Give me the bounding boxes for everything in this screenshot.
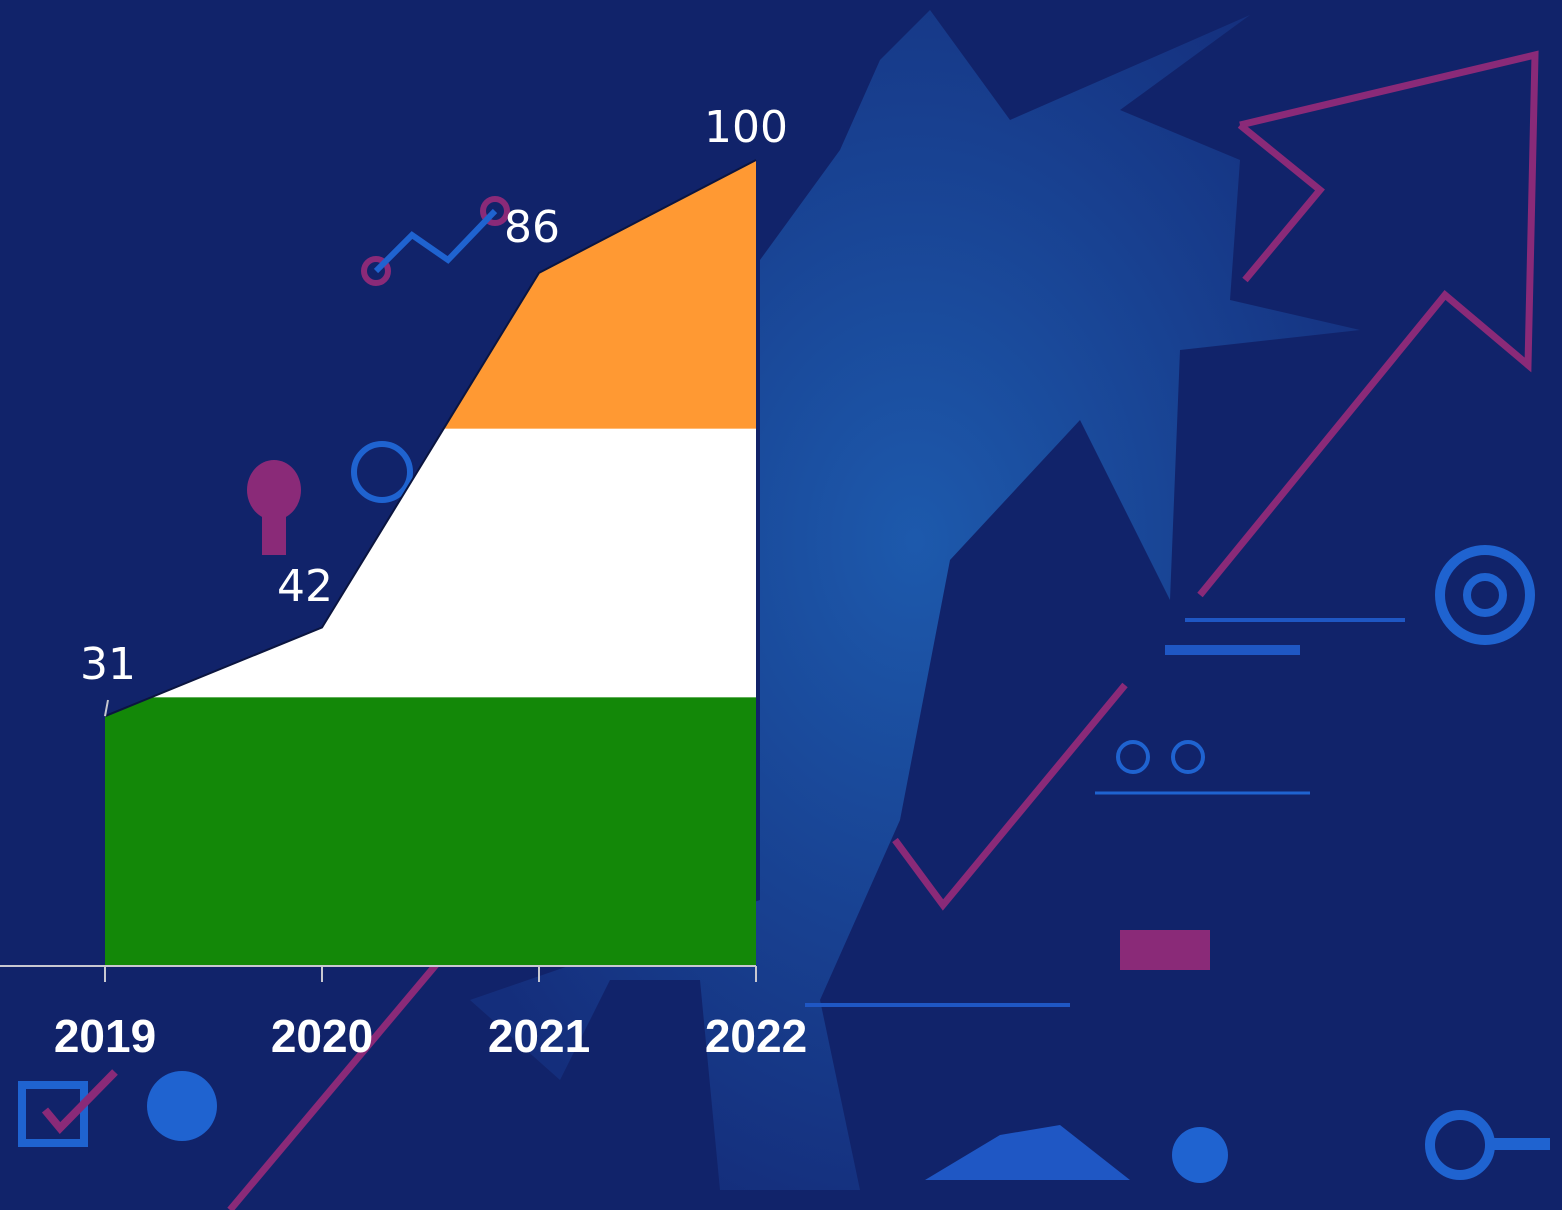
area-line — [104, 159, 757, 718]
data-label: 31 — [80, 639, 136, 690]
data-label: 86 — [504, 202, 560, 253]
x-tick-label: 2022 — [705, 1010, 807, 1062]
x-tick-label: 2020 — [271, 1010, 373, 1062]
x-tick-label: 2021 — [488, 1010, 590, 1062]
label-leader — [104, 699, 109, 717]
area-stripe — [105, 697, 756, 966]
x-tick-label: 2019 — [54, 1010, 156, 1062]
data-label: 100 — [704, 102, 788, 153]
data-label: 42 — [277, 561, 333, 612]
